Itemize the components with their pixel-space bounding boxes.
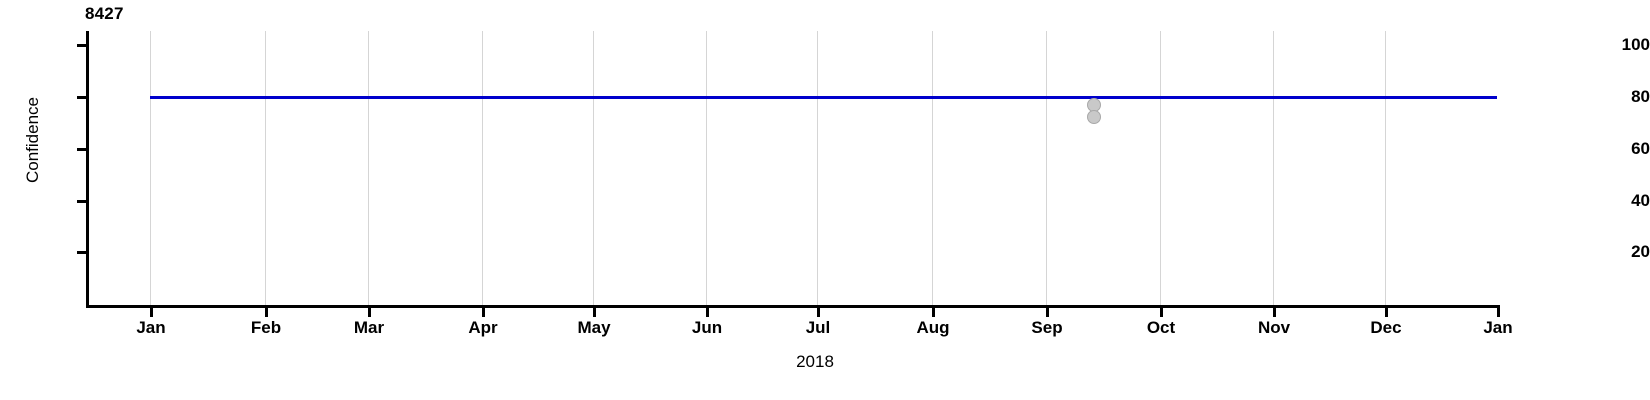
y-tick-label-60: 60 (1631, 139, 1650, 158)
x-tick-label-feb-1: Feb (250, 318, 282, 337)
y-tick-label-40: 40 (1631, 191, 1650, 210)
threshold-line (150, 96, 1497, 99)
x-tick-mark-jan-12 (1497, 308, 1500, 317)
data-point[interactable] (1087, 110, 1101, 124)
x-axis-line (86, 305, 1500, 308)
y-tick-mark-80 (77, 96, 86, 99)
x-tick-mark-may-4 (593, 308, 596, 317)
x-tick-label-jun-5: Jun (691, 318, 723, 337)
gridline-jun-5 (706, 31, 707, 305)
y-tick-mark-60 (77, 148, 86, 151)
gridline-oct-9 (1160, 31, 1161, 305)
gridline-may-4 (593, 31, 594, 305)
x-tick-label-jan-12: Jan (1483, 318, 1513, 337)
y-tick-label-20: 20 (1631, 242, 1650, 261)
x-tick-mark-mar-2 (368, 308, 371, 317)
x-tick-mark-sep-8 (1046, 308, 1049, 317)
x-tick-label-aug-7: Aug (916, 318, 950, 337)
x-tick-mark-apr-3 (482, 308, 485, 317)
y-tick-mark-100 (77, 44, 86, 47)
gridline-nov-10 (1273, 31, 1274, 305)
gridline-aug-7 (932, 31, 933, 305)
x-tick-mark-jul-6 (817, 308, 820, 317)
gridline-jul-6 (817, 31, 818, 305)
x-axis-title-wrap: 2018 (0, 352, 1650, 372)
x-tick-mark-feb-1 (265, 308, 268, 317)
y-tick-mark-40 (77, 200, 86, 203)
gridline-feb-1 (265, 31, 266, 305)
y-tick-label-80: 80 (1631, 87, 1650, 106)
x-tick-label-jul-6: Jul (805, 318, 831, 337)
x-tick-label-sep-8: Sep (1031, 318, 1063, 337)
x-tick-label-jan-0: Jan (136, 318, 166, 337)
y-tick-mark-20 (77, 251, 86, 254)
x-tick-mark-oct-9 (1160, 308, 1163, 317)
x-tick-mark-dec-11 (1385, 308, 1388, 317)
gridline-jan-0 (150, 31, 151, 305)
gridline-dec-11 (1385, 31, 1386, 305)
y-tick-label-100: 100 (1621, 35, 1650, 54)
x-tick-mark-jan-0 (150, 308, 153, 317)
gridline-mar-2 (368, 31, 369, 305)
gridline-apr-3 (482, 31, 483, 305)
x-tick-label-dec-11: Dec (1370, 318, 1402, 337)
x-tick-label-nov-10: Nov (1257, 318, 1291, 337)
y-axis-title: Confidence (23, 97, 42, 184)
x-tick-mark-nov-10 (1273, 308, 1276, 317)
x-tick-label-oct-9: Oct (1146, 318, 1176, 337)
x-axis-title: 2018 (796, 352, 834, 371)
x-tick-mark-jun-5 (706, 308, 709, 317)
x-tick-mark-aug-7 (932, 308, 935, 317)
chart-title: 8427 (85, 4, 124, 23)
x-tick-label-may-4: May (577, 318, 611, 337)
y-axis-line (86, 31, 89, 308)
x-tick-label-mar-2: Mar (353, 318, 385, 337)
x-tick-label-apr-3: Apr (468, 318, 498, 337)
gridline-sep-8 (1046, 31, 1047, 305)
